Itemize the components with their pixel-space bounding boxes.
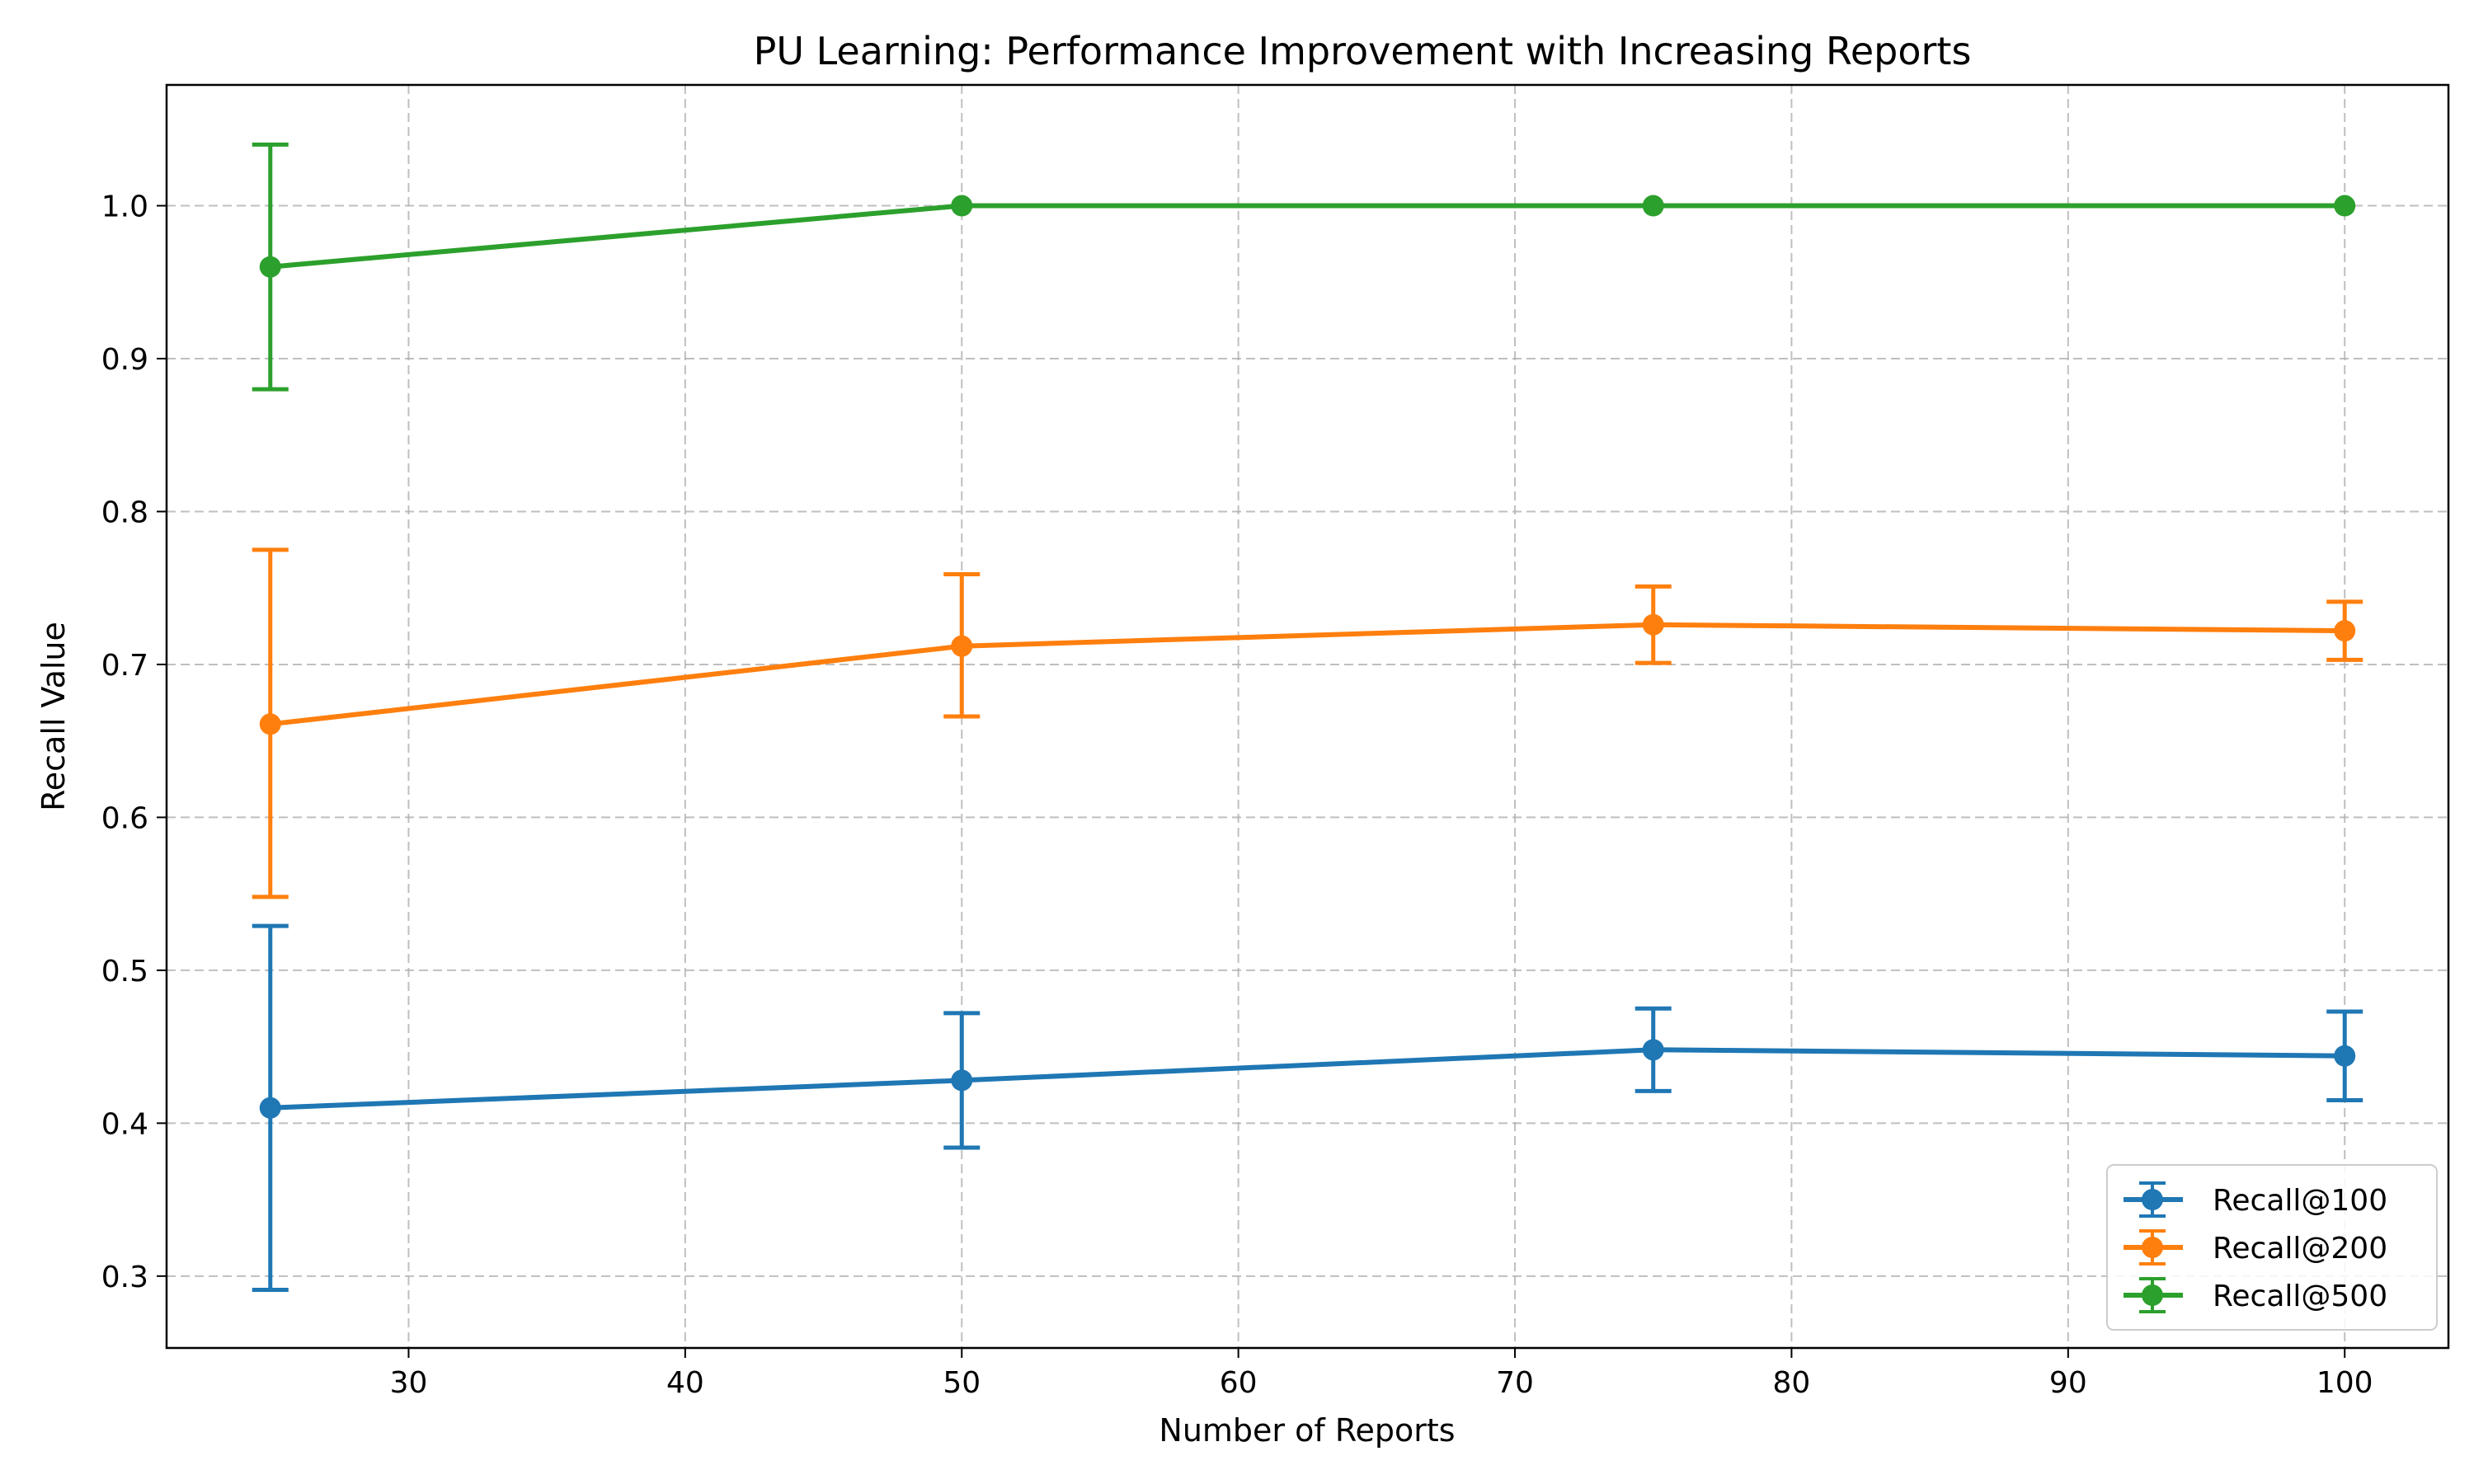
x-tick-label: 70 — [1496, 1366, 1534, 1400]
legend-item: Recall@500 — [2124, 1277, 2387, 1313]
legend-label: Recall@100 — [2213, 1184, 2387, 1218]
data-point — [2334, 1045, 2356, 1067]
data-point — [259, 1097, 281, 1119]
x-axis-label: Number of Reports — [1159, 1412, 1455, 1449]
legend-item: Recall@100 — [2124, 1181, 2387, 1218]
y-tick-label: 0.6 — [101, 801, 148, 835]
plot-data — [252, 142, 2363, 1293]
y-tick-label: 0.5 — [101, 955, 148, 989]
data-point — [259, 256, 281, 278]
x-tick-label: 80 — [1773, 1366, 1811, 1400]
series-recall-500 — [252, 142, 2356, 392]
legend-marker — [2142, 1237, 2163, 1258]
x-tick-label: 40 — [666, 1366, 704, 1400]
series-recall-100 — [252, 923, 2363, 1293]
legend-box — [2106, 1164, 2438, 1331]
data-point — [1642, 195, 1664, 217]
x-tick-label: 30 — [390, 1366, 428, 1400]
axis-ticks: 30 40 50 60 70 80 90 100 0.3 0.4 0.5 0.6 0.7 0.8 0.9 1.… — [101, 190, 2373, 1400]
y-tick-label: 1.0 — [101, 190, 148, 224]
series-line — [267, 622, 2348, 727]
legend: Recall@100 Recall@200 Recall@500 — [2106, 1164, 2438, 1331]
data-point — [951, 1069, 973, 1092]
legend-label: Recall@200 — [2213, 1232, 2387, 1266]
x-tick-label: 100 — [2316, 1366, 2373, 1400]
y-tick-label: 0.3 — [101, 1261, 148, 1294]
y-tick-label: 0.7 — [101, 649, 148, 683]
series-line — [267, 203, 2348, 270]
series-recall-200 — [252, 547, 2363, 899]
data-point — [951, 635, 973, 657]
data-point — [1642, 613, 1664, 636]
data-point — [259, 713, 281, 735]
data-point — [2334, 195, 2356, 217]
y-tick-label: 0.9 — [101, 343, 148, 377]
grid — [167, 85, 2448, 1348]
data-point — [2334, 620, 2356, 642]
legend-marker — [2142, 1189, 2163, 1210]
x-tick-label: 60 — [1220, 1366, 1258, 1400]
series-line — [267, 1047, 2348, 1111]
data-point — [951, 195, 973, 217]
y-axis-label: Recall Value — [35, 622, 72, 811]
x-tick-label: 50 — [943, 1366, 981, 1400]
plot-frame — [165, 83, 2450, 1350]
legend-item: Recall@200 — [2124, 1229, 2387, 1266]
x-tick-label: 90 — [2049, 1366, 2087, 1400]
legend-marker — [2142, 1284, 2163, 1306]
legend-label: Recall@500 — [2213, 1280, 2387, 1313]
y-tick-label: 0.8 — [101, 495, 148, 529]
chart-title: PU Learning: Performance Improvement wit… — [754, 29, 1972, 73]
y-tick-label: 0.4 — [101, 1107, 148, 1141]
data-point — [1642, 1039, 1664, 1061]
